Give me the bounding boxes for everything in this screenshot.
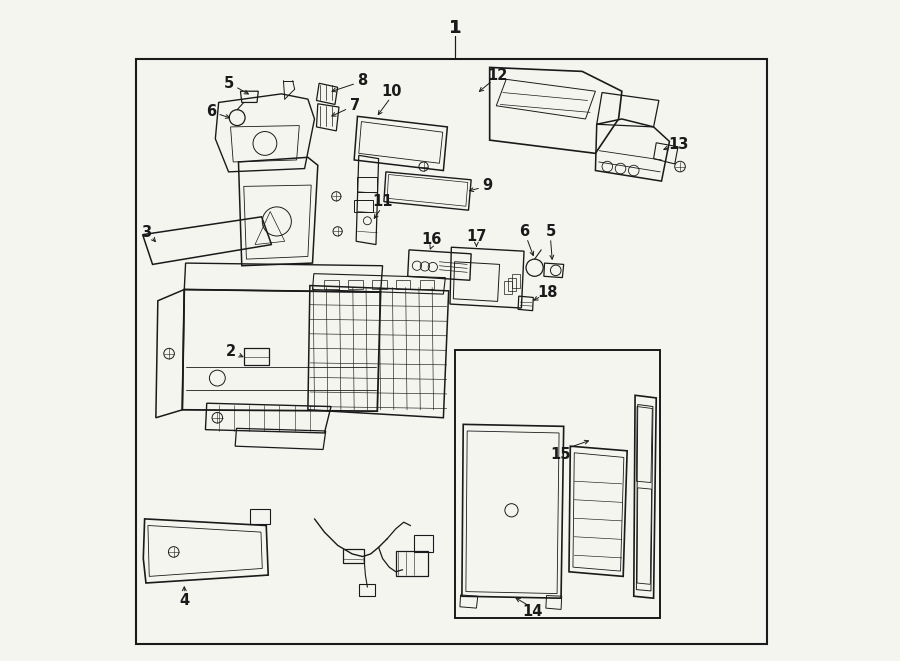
Bar bbox=[396, 280, 410, 289]
Text: 17: 17 bbox=[466, 229, 487, 244]
Text: 2: 2 bbox=[226, 344, 236, 359]
Bar bbox=[508, 278, 516, 291]
Text: 5: 5 bbox=[545, 224, 555, 239]
Text: 12: 12 bbox=[488, 68, 508, 83]
Text: 1: 1 bbox=[449, 19, 462, 37]
Bar bbox=[343, 549, 364, 563]
Bar bbox=[419, 280, 434, 289]
Bar bbox=[355, 200, 373, 212]
Bar bbox=[359, 584, 375, 596]
Text: 14: 14 bbox=[522, 604, 543, 619]
Text: 16: 16 bbox=[421, 232, 442, 247]
Text: 4: 4 bbox=[179, 593, 189, 607]
Text: 7: 7 bbox=[350, 98, 360, 113]
Bar bbox=[372, 280, 386, 289]
Text: 11: 11 bbox=[373, 194, 392, 209]
Text: 18: 18 bbox=[537, 285, 558, 299]
Text: 6: 6 bbox=[519, 224, 529, 239]
Bar bbox=[512, 274, 520, 288]
Text: 6: 6 bbox=[206, 104, 216, 118]
Bar bbox=[414, 535, 434, 552]
Text: 9: 9 bbox=[482, 178, 492, 192]
Text: 15: 15 bbox=[551, 447, 572, 462]
Bar bbox=[504, 281, 512, 294]
Bar bbox=[348, 280, 363, 289]
Bar bbox=[250, 509, 270, 524]
Text: 1: 1 bbox=[449, 19, 462, 38]
Bar bbox=[244, 348, 269, 365]
Bar bbox=[396, 551, 428, 576]
Text: 5: 5 bbox=[223, 77, 234, 91]
Text: 8: 8 bbox=[357, 73, 368, 88]
Text: 3: 3 bbox=[141, 225, 151, 240]
Bar bbox=[455, 350, 661, 618]
Text: 13: 13 bbox=[668, 137, 688, 151]
Text: 10: 10 bbox=[382, 84, 402, 98]
Bar bbox=[136, 59, 768, 644]
Bar bbox=[324, 280, 339, 289]
Bar bbox=[357, 177, 377, 192]
